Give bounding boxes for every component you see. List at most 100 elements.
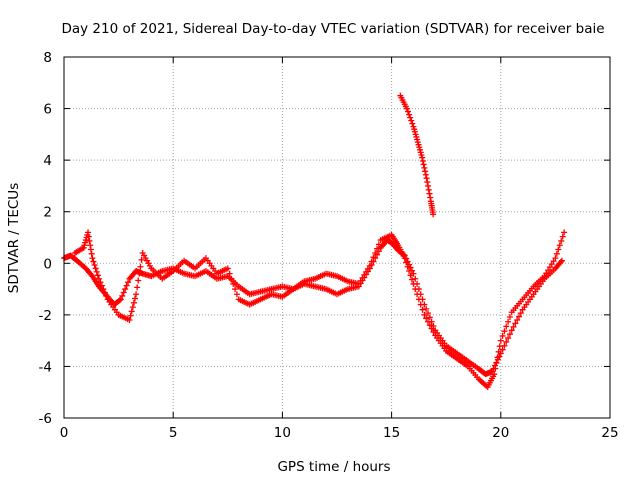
data-point [88,250,95,257]
data-point [88,271,95,278]
data-point [135,277,142,284]
data-point [499,346,506,353]
data-point [137,263,144,270]
data-point [550,258,557,265]
data-point [119,292,126,299]
data-point [510,323,517,330]
data-point [421,164,428,171]
data-point [404,108,411,115]
data-point [508,327,515,334]
data-point [422,168,429,175]
data-point [425,318,431,325]
data-point [86,237,93,244]
data-point [363,268,370,275]
chart-title: Day 210 of 2021, Sidereal Day-to-day VTE… [61,21,604,37]
data-point [412,275,419,282]
x-tick-label: 0 [60,425,69,441]
data-point [100,286,107,293]
data-point [419,158,426,165]
data-point [505,335,512,342]
data-point [514,317,521,324]
data-point [543,270,550,277]
plot-area-border [63,56,611,419]
data-point [426,190,433,197]
data-point [422,171,429,178]
data-point [555,246,562,253]
data-point [503,323,510,330]
data-point [406,268,413,275]
data-point [557,258,564,265]
data-point [94,272,101,279]
data-point [427,194,434,201]
data-point [423,175,430,182]
data-point [430,211,437,218]
y-tick-label: -6 [39,411,52,427]
x-tick-label: 20 [492,425,509,441]
data-points [61,92,568,391]
data-point [419,306,426,313]
data-point [430,329,437,336]
data-point [492,365,499,372]
data-point [407,114,414,121]
data-point [224,265,231,272]
data-point [417,301,424,308]
data-point [370,254,377,261]
data-point [497,337,504,344]
data-point [494,354,501,361]
data-point [355,280,362,287]
data-point [496,343,503,350]
series-track-b [71,229,568,391]
series-track-c [397,92,437,218]
data-point [415,296,422,303]
data-point [117,296,124,303]
data-point [425,186,432,193]
data-point [425,182,431,189]
data-point [505,318,512,325]
data-point [131,295,138,302]
data-point [403,259,410,266]
data-point [116,297,123,304]
data-point [548,261,555,268]
data-point [503,338,510,345]
data-point [368,258,375,265]
data-point [85,229,92,236]
data-point [426,322,433,329]
data-point [375,241,382,248]
data-point [419,154,426,161]
y-tick-label: 0 [43,256,52,272]
data-point [423,315,430,322]
data-point [558,257,565,264]
x-tick-label: 15 [383,425,400,441]
data-point [552,255,559,262]
data-point [92,265,99,272]
data-point [359,274,366,281]
data-point [403,105,410,112]
data-point [541,273,548,280]
data-point [233,291,240,298]
data-point [407,264,414,271]
data-point [408,276,415,283]
data-point [404,263,411,270]
data-point [426,314,433,321]
data-point [128,308,135,315]
data-point [120,289,127,296]
data-point [407,272,414,279]
data-point [90,258,97,265]
data-point [129,304,136,311]
data-point [406,111,413,118]
data-point [412,286,419,293]
data-point [493,359,500,366]
x-tick-label: 10 [274,425,291,441]
data-point [138,256,145,263]
data-point [501,328,508,335]
data-point [410,280,417,287]
data-point [122,286,129,293]
grid [63,56,611,419]
data-point [226,270,233,277]
data-point [372,249,379,256]
data-point [134,284,141,291]
x-tick-label: 5 [169,425,178,441]
data-point [136,270,143,277]
data-point [87,246,94,253]
